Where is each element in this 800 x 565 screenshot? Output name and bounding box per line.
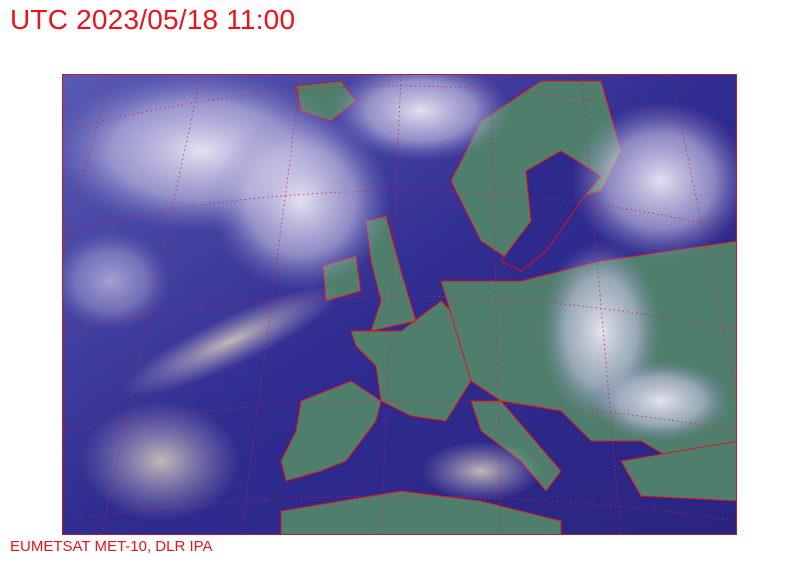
- timestamp-title: UTC 2023/05/18 11:00: [10, 4, 296, 35]
- clouds: [63, 75, 736, 521]
- north-africa: [280, 490, 562, 534]
- france: [350, 300, 472, 422]
- satellite-image: [63, 75, 736, 534]
- satellite-map: [62, 74, 737, 535]
- image-credit: EUMETSAT MET-10, DLR IPA: [10, 538, 213, 555]
- turkey: [620, 440, 736, 502]
- graticule: [63, 75, 736, 534]
- iberia: [280, 380, 382, 482]
